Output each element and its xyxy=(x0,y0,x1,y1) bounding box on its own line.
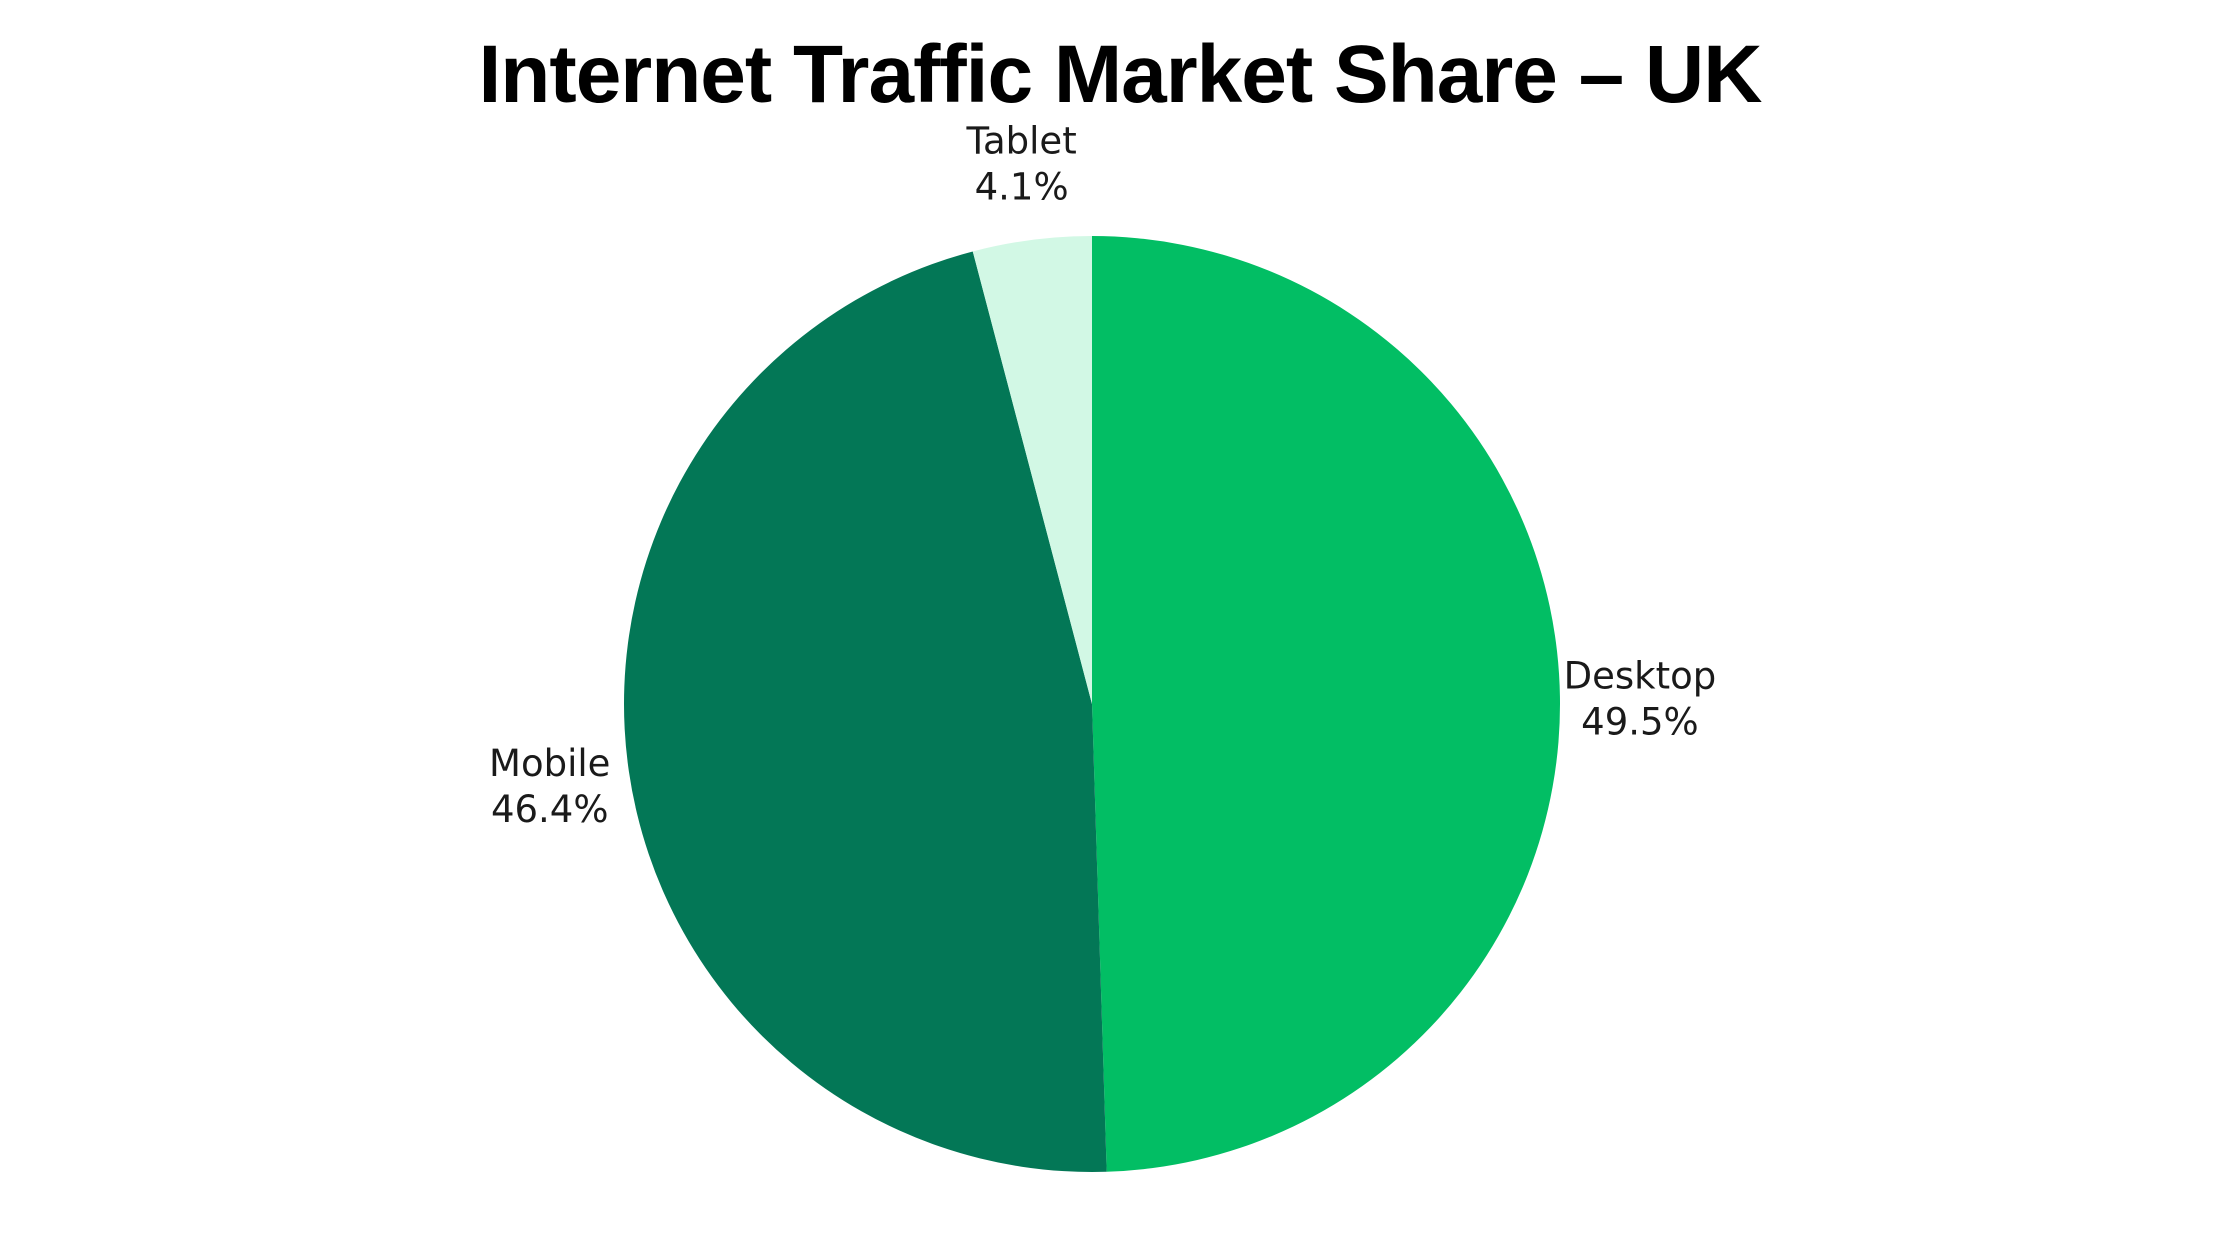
chart-title: Internet Traffic Market Share – UK xyxy=(478,29,1763,120)
pie-slices xyxy=(623,236,1561,1173)
data-label-percent: 46.4% xyxy=(491,788,609,831)
data-label-mobile: Mobile 46.4% xyxy=(489,742,610,831)
data-label-category: Desktop xyxy=(1564,654,1717,697)
pie-slice-tablet xyxy=(972,236,1092,704)
pie-labels: Desktop 49.5% Mobile 46.4% Tablet 4.1% xyxy=(489,120,1716,831)
data-label-category: Mobile xyxy=(489,742,610,785)
data-label-tablet: Tablet 4.1% xyxy=(966,120,1077,209)
data-label-percent: 4.1% xyxy=(975,166,1069,209)
data-label-percent: 49.5% xyxy=(1581,700,1699,743)
data-label-category: Tablet xyxy=(966,120,1077,163)
pie-slice-mobile xyxy=(623,251,1107,1173)
pie-slice-desktop xyxy=(1092,236,1561,1172)
data-label-desktop: Desktop 49.5% xyxy=(1564,654,1717,743)
